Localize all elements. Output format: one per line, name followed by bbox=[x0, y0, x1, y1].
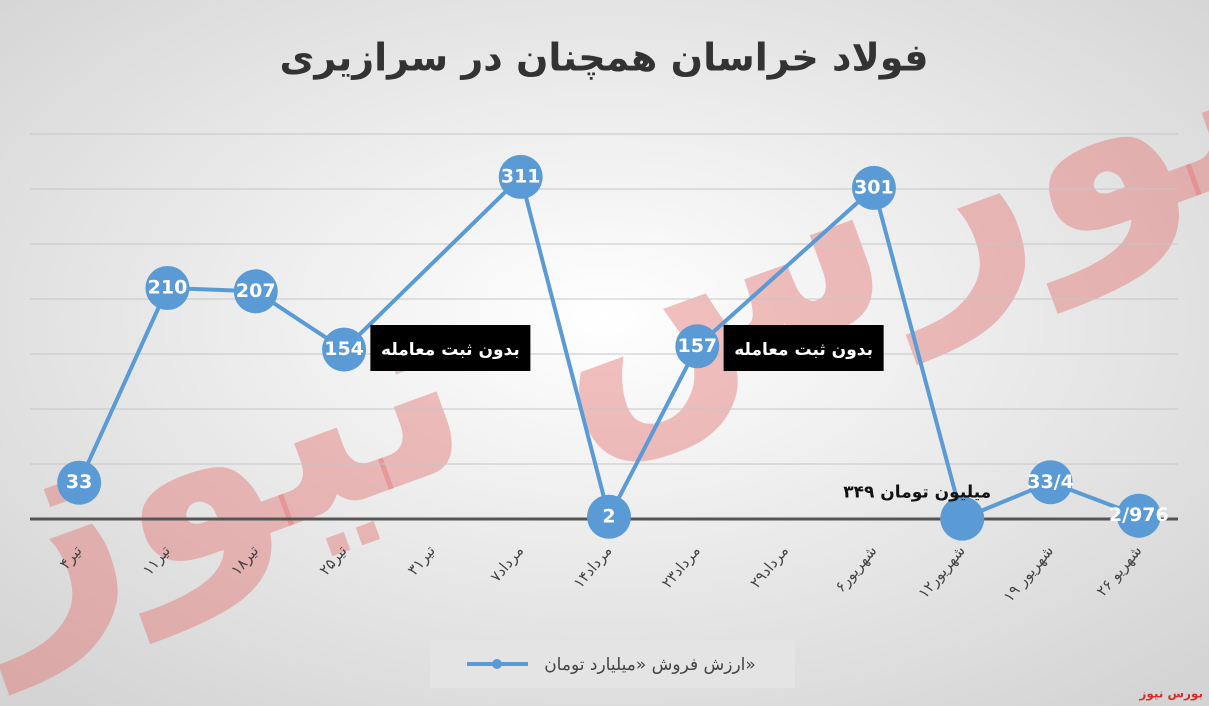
marker bbox=[851, 165, 896, 210]
data-label: ۳۴۹ میلیون تومان bbox=[843, 483, 991, 503]
data-label: 207 bbox=[236, 280, 276, 302]
line-segment bbox=[607, 345, 700, 518]
legend-marker bbox=[492, 659, 502, 669]
marker bbox=[233, 269, 278, 314]
data-label: 2 bbox=[602, 505, 615, 527]
marker bbox=[322, 327, 367, 372]
legend-label: ارزش فروش «میلیارد تومان» bbox=[544, 655, 756, 675]
chart-title: فولاد خراسان همچنان در سرازیری bbox=[280, 36, 929, 80]
data-label: 33/4 bbox=[1027, 471, 1074, 493]
line-segment bbox=[518, 176, 611, 518]
data-label: 2/976 bbox=[1109, 504, 1169, 526]
annotation: بدون ثبت معامله bbox=[381, 340, 520, 360]
annotation-box bbox=[723, 325, 884, 371]
data-label: 301 bbox=[854, 176, 894, 198]
marker bbox=[1028, 460, 1073, 505]
marker bbox=[587, 494, 631, 539]
marker bbox=[1116, 493, 1161, 538]
marker bbox=[57, 460, 102, 505]
data-label: 33 bbox=[66, 471, 92, 493]
data-label: 157 bbox=[677, 335, 717, 357]
annotation-box bbox=[370, 325, 531, 371]
data-label: 311 bbox=[501, 165, 541, 187]
marker bbox=[675, 324, 720, 369]
line-segment bbox=[77, 287, 170, 484]
source: بورس نیوز bbox=[1138, 687, 1203, 702]
marker bbox=[940, 496, 985, 541]
marker bbox=[498, 154, 543, 199]
annotation: بدون ثبت معامله bbox=[734, 340, 873, 360]
data-label: 154 bbox=[324, 338, 364, 360]
data-label: 210 bbox=[148, 277, 188, 299]
line-segment bbox=[695, 186, 876, 348]
line-segment bbox=[342, 175, 523, 352]
line-segment bbox=[871, 187, 965, 520]
marker bbox=[145, 266, 190, 310]
